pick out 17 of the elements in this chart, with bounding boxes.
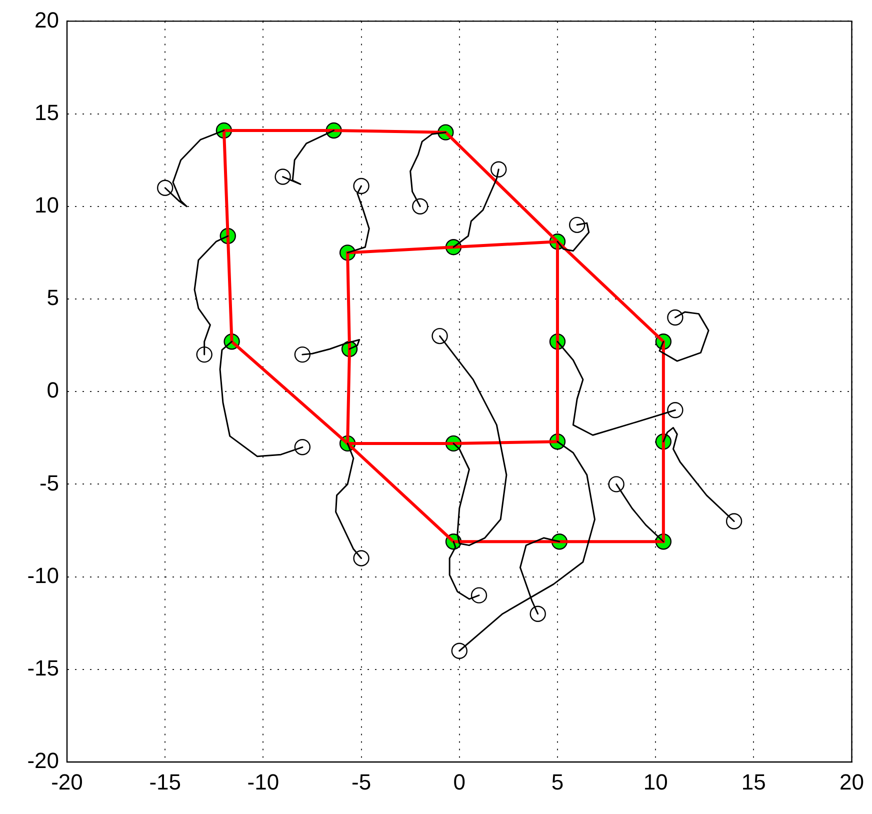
- x-tick-label: -5: [352, 769, 372, 794]
- x-tick-label: -15: [149, 769, 181, 794]
- y-tick-label: 20: [34, 7, 59, 32]
- x-tick-label: 20: [840, 769, 864, 794]
- y-tick-label: -15: [27, 655, 59, 680]
- x-tick-label: 15: [741, 769, 766, 794]
- y-tick-label: 15: [34, 100, 59, 125]
- y-tick-label: 5: [46, 285, 59, 310]
- x-tick-label: -10: [247, 769, 280, 794]
- y-tick-label: -5: [39, 470, 59, 496]
- x-tick-label: 5: [551, 769, 564, 794]
- y-tick-label: 10: [34, 192, 59, 218]
- y-tick-label: 0: [46, 378, 59, 403]
- y-tick-label: -20: [27, 748, 59, 774]
- y-tick-label: -10: [27, 562, 59, 588]
- x-tick-label: 10: [643, 769, 668, 794]
- x-tick-label: 0: [453, 769, 466, 794]
